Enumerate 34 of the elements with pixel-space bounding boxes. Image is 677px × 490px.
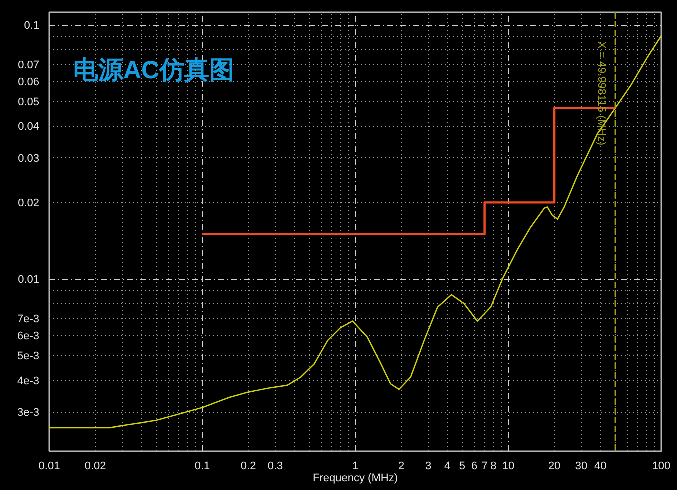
y-tick-label: 0.1 [24,20,40,32]
x-tick-label: 30 [575,460,588,472]
y-tick-label: 7e-3 [17,314,40,326]
x-tick-label: 5 [459,460,466,472]
x-axis-title: Frequency (MHz) [313,472,398,484]
x-tick-label: 6 [472,460,478,472]
y-tick-label: 0.07 [18,59,40,72]
x-tick-label: 0.1 [194,460,210,472]
x-tick-label: 20 [548,460,561,472]
text: 电源AC仿真图 [74,56,235,84]
x-tick-label: 7 [482,460,488,472]
x-tick-label: 0.01 [38,460,60,472]
x-tick-label: 8 [490,460,497,472]
y-tick-label: 0.05 [18,96,40,109]
y-tick-label: 0.04 [18,121,40,134]
y-tick-label: 0.03 [18,152,40,165]
y-tick-label: 5e-3 [17,350,40,363]
y-tick-label: 6e-3 [17,330,40,343]
y-tick-label: 0.06 [18,76,40,88]
y-tick-label: 3e-3 [17,407,40,420]
x-tick-label: 0.02 [84,460,106,472]
x-tick-label: 1 [352,460,359,472]
y-tick-label: 4e-3 [17,375,40,388]
y-tick-label: 0.01 [18,274,40,286]
x-tick-label: 0.2 [240,460,256,472]
x-tick-label: 2 [398,460,405,472]
ref-line-label: X = 49.998115 (MHz) [595,42,608,146]
x-tick-label: 4 [444,460,451,472]
x-tick-label: 100 [652,460,671,472]
x-tick-label: 10 [502,460,515,472]
x-tick-label: 3 [425,460,432,472]
x-tick-label: 40 [594,460,607,472]
y-tick-label: 0.02 [18,198,40,210]
x-tick-label: 0.3 [268,460,284,472]
